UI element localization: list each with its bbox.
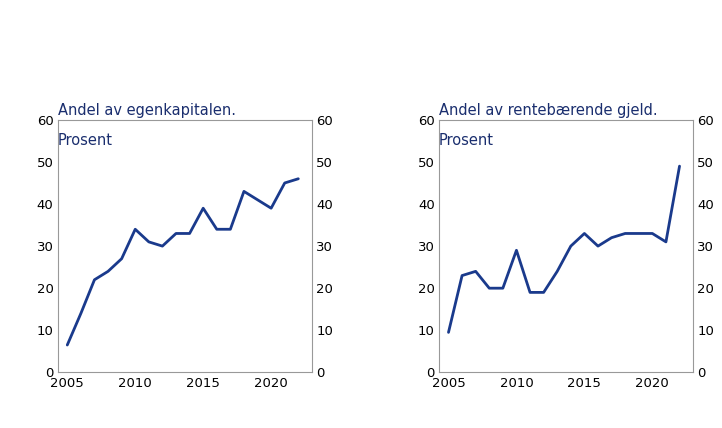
Text: Prosent: Prosent (439, 133, 494, 148)
Text: Andel av egenkapitalen.: Andel av egenkapitalen. (58, 103, 236, 118)
Text: Prosent: Prosent (58, 133, 113, 148)
Text: Andel av rentebærende gjeld.: Andel av rentebærende gjeld. (439, 103, 658, 118)
